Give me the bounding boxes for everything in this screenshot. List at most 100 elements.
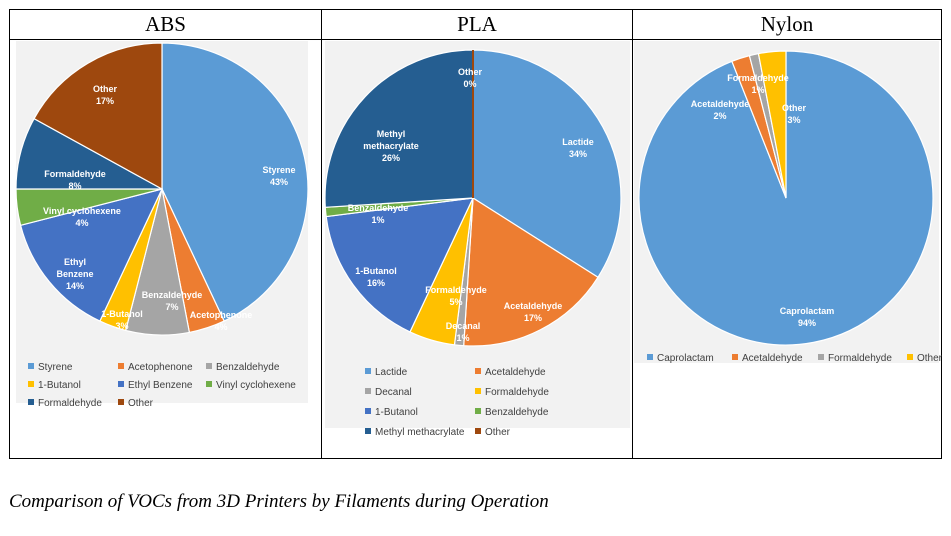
abs-legend-item-other: Other <box>118 397 153 411</box>
legend-label: Decanal <box>375 387 412 398</box>
nylon-data-label-acetaldehyde: Acetaldehyde 2% <box>691 99 750 121</box>
pla-legend-item-lactide: Lactide <box>365 366 407 380</box>
legend-swatch <box>28 363 34 369</box>
legend-swatch <box>206 363 212 369</box>
column-divider <box>632 10 633 458</box>
pla-data-label-decanal: Decanal 1% <box>446 321 481 343</box>
nylon-pie-chart: Caprolactam 94% Acetaldehyde 2% Formaldehyde… <box>638 50 934 346</box>
legend-label: Formaldehyde <box>828 353 892 364</box>
nylon-chart-panel: Caprolactam 94% Acetaldehyde 2% Formaldehyde… <box>634 41 942 366</box>
nylon-data-label-other: Other 3% <box>782 103 807 125</box>
abs-chart-panel: Styrene 43% Acetophenone 4% Benzaldehyde 7% 1-… <box>15 41 309 409</box>
abs-legend-item-formaldehyde: Formaldehyde <box>28 397 102 411</box>
pla-legend-item-benzaldehyde: Benzaldehyde <box>475 406 548 420</box>
legend-label: Styrene <box>38 362 73 373</box>
legend-swatch <box>28 399 34 405</box>
nylon-legend-item-formaldehyde: Formaldehyde <box>818 352 892 366</box>
legend-swatch <box>818 354 824 360</box>
legend-label: Acetophenone <box>128 362 193 373</box>
pla-legend-item-other: Other <box>475 426 510 440</box>
pla-legend-item-decanal: Decanal <box>365 386 412 400</box>
legend-label: Other <box>485 427 511 438</box>
abs-legend-item-benzaldehyde: Benzaldehyde <box>206 361 279 375</box>
legend-label: Formaldehyde <box>38 398 102 409</box>
nylon-data-label-caprolactam: Caprolactam 94% <box>780 306 835 328</box>
pla-pie-chart: Lactide 34% Acetaldehyde 17% Decanal 1% Formal… <box>324 49 622 347</box>
pla-slice-acetaldehyde <box>463 196 599 347</box>
pla-slice-methyl-methacrylate <box>324 49 474 208</box>
legend-label: Acetaldehyde <box>742 353 803 364</box>
legend-swatch <box>475 368 481 374</box>
legend-swatch <box>118 363 124 369</box>
pla-legend-item-formaldehyde: Formaldehyde <box>475 386 549 400</box>
pla-slice-lactide <box>472 49 622 279</box>
legend-label: Lactide <box>375 367 408 378</box>
abs-legend-item-ethyl-benzene: Ethyl Benzene <box>118 379 193 393</box>
legend-label: Formaldehyde <box>485 387 549 398</box>
abs-pie-chart: Styrene 43% Acetophenone 4%Benzaldehyde 7%1-… <box>15 42 309 336</box>
pla-header: PLA <box>457 12 497 36</box>
legend-label: Caprolactam <box>657 353 714 364</box>
legend-label: Other <box>128 398 154 409</box>
pla-data-label-benzaldehyde: Benzaldehyde 1% <box>348 203 409 225</box>
legend-label: Methyl methacrylate <box>375 427 465 438</box>
pla-data-label-1-butanol: 1-Butanol 16% <box>355 266 397 288</box>
abs-data-label-benzaldehyde: Benzaldehyde 7% <box>142 290 203 312</box>
nylon-data-label-formaldehyde: Formaldehyde 1% <box>727 73 789 95</box>
legend-swatch <box>28 381 34 387</box>
abs-header: ABS <box>145 12 186 36</box>
header-divider <box>10 39 941 40</box>
nylon-legend-item-other: Other <box>907 352 942 366</box>
nylon-legend-item-caprolactam: Caprolactam <box>647 352 714 366</box>
abs-data-label-vinyl-cyclohexene: Vinyl cyclohexene 4% <box>43 206 121 228</box>
abs-data-label-formaldehyde: Formaldehyde 8% <box>44 169 106 191</box>
legend-label: 1-Butanol <box>38 380 81 391</box>
abs-slice-other <box>33 42 163 191</box>
legend-swatch <box>907 354 913 360</box>
legend-swatch <box>118 381 124 387</box>
pla-legend-item-1-butanol: 1-Butanol <box>365 406 418 420</box>
legend-swatch <box>206 381 212 387</box>
nylon-header: Nylon <box>760 12 814 36</box>
abs-data-label-ethyl-benzene: Ethyl Benzene 14% <box>56 257 93 291</box>
pla-chart-panel: Lactide 34% Acetaldehyde 17% Decanal 1% Formal… <box>324 41 630 438</box>
abs-slice-styrene <box>161 42 309 322</box>
pla-data-label-lactide: Lactide 34% <box>562 137 594 159</box>
figure-table: ABS PLA Nylon Styrene 43% Acetophenone 4% Be… <box>9 9 942 459</box>
pla-data-label-methyl-methacrylate: Methyl methacrylate 26% <box>363 129 419 163</box>
abs-data-label-acetophenone: Acetophenone 4% <box>190 310 253 332</box>
abs-legend-item-acetophenone: Acetophenone <box>118 361 193 375</box>
legend-label: Acetaldehyde <box>485 367 546 378</box>
legend-swatch <box>475 388 481 394</box>
legend-swatch <box>365 428 371 434</box>
legend-label: Vinyl cyclohexene <box>216 380 296 391</box>
abs-data-label-1-butanol: 1-Butanol 3% <box>101 309 143 331</box>
pla-slice-1-butanol <box>325 197 475 333</box>
legend-swatch <box>732 354 738 360</box>
abs-slice-ethyl-benzene <box>19 188 164 322</box>
legend-label: Benzaldehyde <box>485 407 549 418</box>
pla-data-label-acetaldehyde: Acetaldehyde 17% <box>504 301 563 323</box>
column-divider <box>321 10 322 458</box>
legend-swatch <box>118 399 124 405</box>
legend-swatch <box>475 408 481 414</box>
legend-label: Ethyl Benzene <box>128 380 193 391</box>
legend-label: 1-Butanol <box>375 407 418 418</box>
abs-data-label-styrene: Styrene 43% <box>262 165 295 187</box>
legend-label: Other <box>917 353 943 364</box>
nylon-legend-item-acetaldehyde: Acetaldehyde <box>732 352 803 366</box>
legend-swatch <box>365 388 371 394</box>
legend-swatch <box>365 368 371 374</box>
legend-label: Benzaldehyde <box>216 362 280 373</box>
legend-swatch <box>475 428 481 434</box>
abs-legend-item-vinyl-cyclohexene: Vinyl cyclohexene <box>206 379 296 393</box>
figure-caption: Comparison of VOCs from 3D Printers by F… <box>9 491 549 512</box>
pla-legend-item-acetaldehyde: Acetaldehyde <box>475 366 546 380</box>
abs-data-label-other: Other 17% <box>93 84 118 106</box>
abs-legend-item-styrene: Styrene <box>28 361 72 375</box>
pla-legend-item-methyl-methacrylate: Methyl methacrylate <box>365 426 464 440</box>
abs-legend-item-1-butanol: 1-Butanol <box>28 379 81 393</box>
legend-swatch <box>365 408 371 414</box>
nylon-slice-other <box>757 50 787 199</box>
pla-data-label-other: Other 0% <box>458 67 483 89</box>
